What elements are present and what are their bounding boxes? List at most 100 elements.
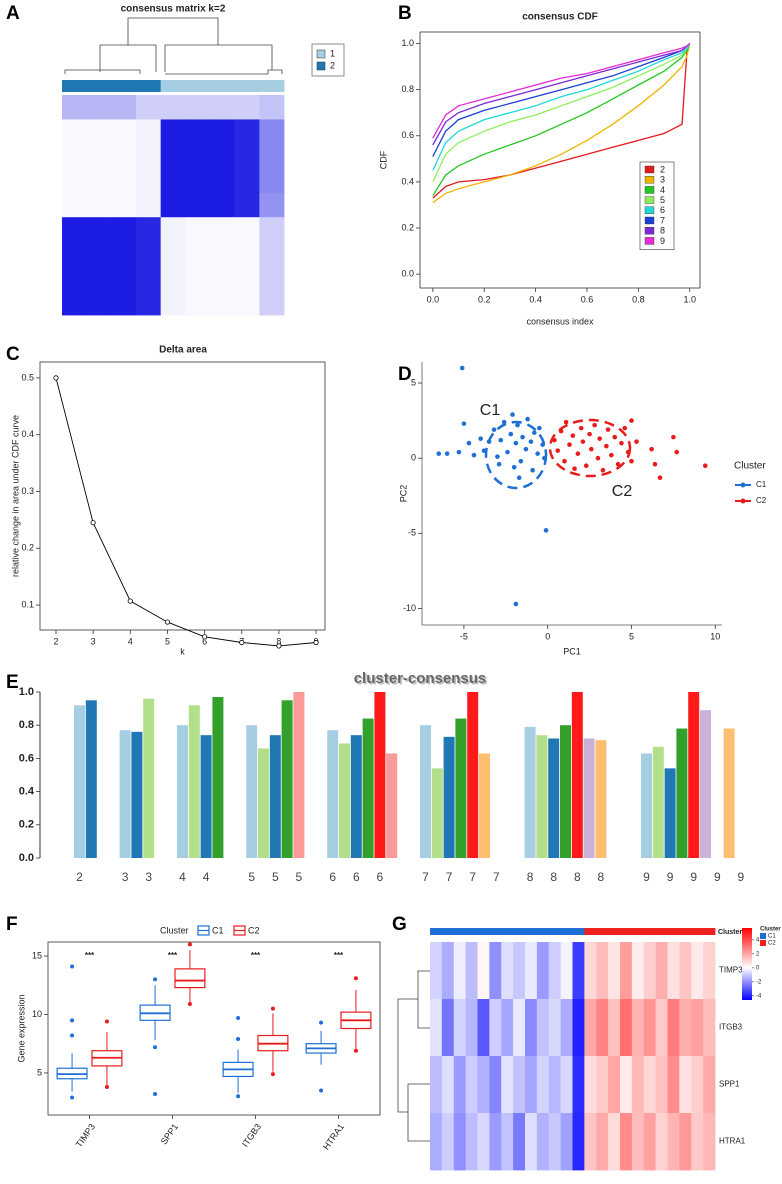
legend-swatch (316, 49, 326, 59)
legend-swatch (644, 216, 655, 225)
bar (443, 736, 455, 858)
x-tick-label: 8 (276, 636, 281, 646)
point (471, 452, 477, 458)
heatmap-cell (160, 119, 186, 145)
bar (560, 725, 571, 858)
heatmap-cell (465, 1056, 478, 1114)
heatmap-cell (584, 942, 597, 1000)
cluster-bar-cell (596, 928, 609, 935)
heatmap-cell (185, 192, 211, 218)
row-label: SPP1 (719, 1080, 740, 1089)
bar (74, 705, 85, 858)
heatmap-cell (185, 143, 211, 169)
heatmap-cell (210, 290, 236, 316)
x-tick-label: 5 (629, 631, 634, 641)
point (537, 425, 542, 431)
line (432, 43, 691, 139)
x-tick-label: 7 (493, 870, 500, 884)
point (495, 454, 500, 459)
outlier (353, 1048, 358, 1053)
y-axis-label: CDF (378, 150, 388, 169)
y-tick-label: 0.6 (401, 130, 414, 140)
marker (202, 634, 208, 640)
legend-title: Cluster (734, 461, 766, 472)
x-axis-label: k (180, 646, 185, 656)
point (444, 451, 450, 456)
bar (676, 728, 688, 858)
cluster-bar-cell (655, 928, 668, 935)
dendro-branch (64, 69, 141, 74)
bar (479, 753, 490, 858)
y-tick-label: 0.6 (19, 752, 34, 764)
cluster-bar-cell (536, 928, 550, 935)
y-tick-label: 0 (411, 453, 416, 463)
heatmap-cell (62, 217, 88, 243)
point (588, 446, 594, 452)
line (432, 43, 691, 146)
heatmap-cell (643, 942, 657, 1000)
point (459, 365, 465, 371)
heatmap-cell (548, 942, 562, 1000)
heatmap-cell (536, 1113, 550, 1171)
y-tick-label: 0.2 (19, 819, 34, 831)
heatmap-cell (111, 241, 137, 267)
heatmap-cell (441, 1056, 455, 1114)
outlier (153, 1045, 158, 1050)
legend-label: C2 (756, 496, 767, 505)
point (671, 434, 676, 440)
y-axis-label: Gene expression (16, 994, 26, 1062)
x-tick-label: 3 (122, 870, 129, 884)
heatmap-cell (62, 290, 88, 316)
heatmap-cell (160, 192, 186, 218)
heatmap-cell (259, 168, 285, 194)
point (634, 439, 639, 444)
heatmap-cell (111, 266, 137, 291)
cluster-bar-cell (667, 928, 680, 935)
bar (664, 768, 676, 858)
heatmap-cell (679, 942, 692, 1000)
x-tick-label: 5 (165, 636, 170, 646)
x-tick-label: -5 (460, 631, 468, 641)
point (531, 430, 537, 435)
heatmap-cell (667, 1056, 680, 1114)
bar (583, 738, 595, 858)
point (516, 475, 522, 481)
heatmap-cell (234, 119, 260, 145)
heatmap-cell (441, 1113, 455, 1171)
heatmap-cell (430, 1056, 443, 1114)
y-tick-label: 0.4 (19, 786, 35, 798)
heatmap-cell (536, 1056, 550, 1114)
x-tick-label: 5 (248, 870, 255, 884)
cluster-bar-cell (631, 928, 645, 935)
marker (90, 520, 96, 526)
heatmap-cell (667, 1113, 680, 1171)
legend-label: 4 (660, 185, 665, 195)
x-tick-label: 2 (53, 636, 58, 646)
legend-title: Cluster (160, 925, 189, 935)
point (486, 439, 492, 444)
heatmap-cell (136, 241, 162, 267)
y-tick-label: 15 (32, 950, 42, 960)
y-tick-label: 0.2 (401, 222, 414, 232)
point (702, 463, 708, 468)
x-tick-label: 6 (353, 870, 360, 884)
heatmap-cell (584, 1113, 597, 1171)
y-tick-label: 0.2 (21, 543, 34, 553)
heatmap-cell (703, 999, 716, 1057)
heatmap-cell (62, 241, 88, 267)
outlier (70, 1095, 75, 1100)
x-tick-label: 9 (690, 870, 697, 884)
x-tick-label: 9 (714, 870, 721, 884)
outlier (236, 1094, 241, 1099)
line (432, 43, 691, 204)
legend-label: C1 (756, 480, 767, 489)
point (481, 448, 487, 453)
heatmap-cell (111, 217, 137, 243)
legend-swatch (644, 186, 655, 194)
cluster-bar-cell (560, 928, 573, 935)
bar (455, 718, 467, 858)
heatmap-cell (525, 942, 538, 1000)
dendro-branch (267, 69, 283, 74)
significance: *** (85, 951, 95, 960)
heatmap-cell (489, 1113, 502, 1171)
